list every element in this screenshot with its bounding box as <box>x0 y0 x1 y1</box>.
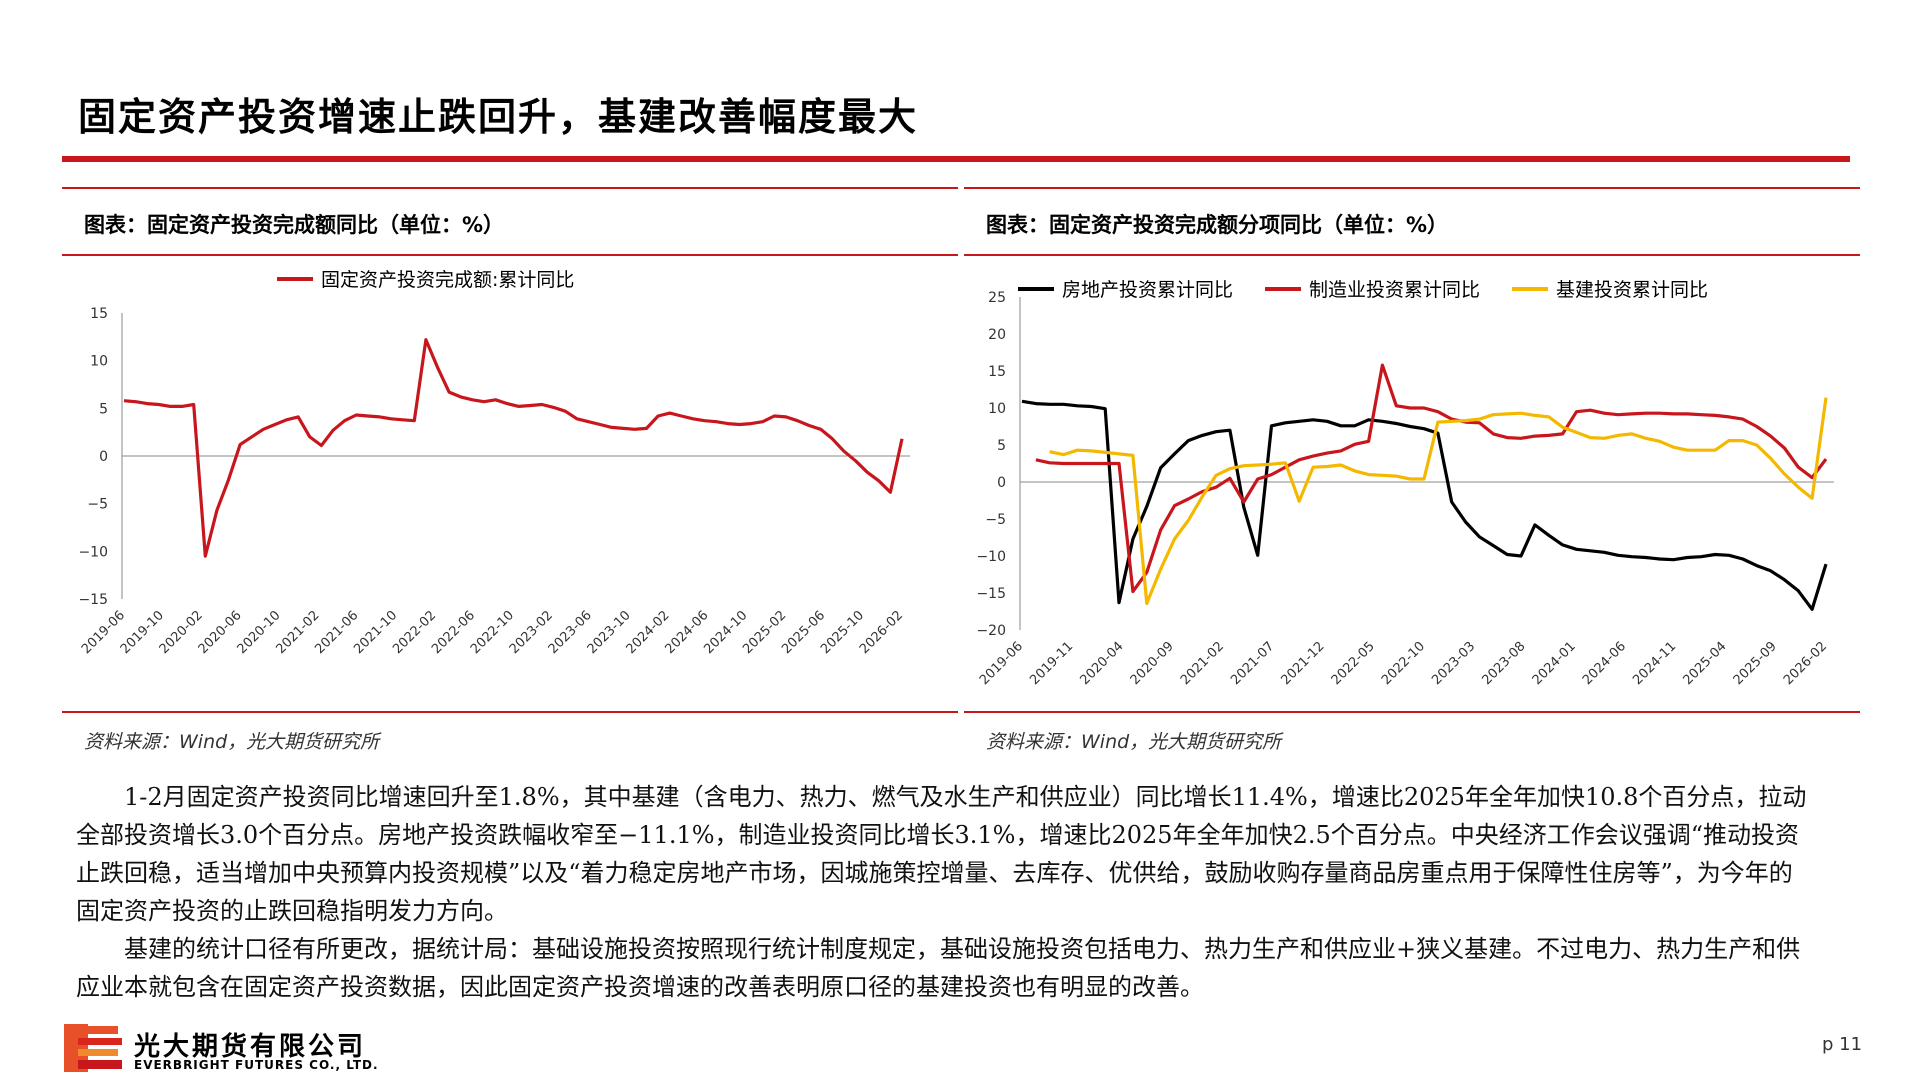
panel-divider-top <box>964 187 1860 189</box>
x-tick-label: 2021-12 <box>1278 639 1327 688</box>
legend-label: 基建投资累计同比 <box>1556 279 1708 301</box>
x-tick-label: 2019-11 <box>1027 639 1076 688</box>
y-tick-label: −5 <box>985 512 1006 528</box>
right-chart-title: 图表：固定资产投资完成额分项同比（单位：%） <box>986 213 1449 237</box>
body-paragraph-1: 1-2月固定资产投资同比增速回升至1.8%，其中基建（含电力、热力、燃气及水生产… <box>76 783 1807 925</box>
legend-label: 制造业投资累计同比 <box>1309 279 1480 301</box>
x-tick-label: 2025-09 <box>1731 639 1780 688</box>
x-tick-label: 2026-02 <box>1781 639 1830 688</box>
panel-divider-mid <box>62 254 958 256</box>
x-tick-label: 2021-02 <box>1178 639 1227 688</box>
company-name-cn: 光大期货有限公司 <box>134 1032 367 1062</box>
y-tick-label: −10 <box>976 549 1006 565</box>
y-tick-label: 0 <box>99 449 108 465</box>
x-tick-label: 2024-01 <box>1530 639 1579 688</box>
y-tick-label: 5 <box>997 438 1006 454</box>
y-tick-label: 15 <box>90 306 108 322</box>
x-tick-label: 2021-07 <box>1228 639 1277 688</box>
y-tick-label: 20 <box>988 327 1006 343</box>
legend-label: 固定资产投资完成额:累计同比 <box>321 269 574 291</box>
x-tick-label: 2020-04 <box>1077 639 1126 688</box>
legend-label: 房地产投资累计同比 <box>1062 279 1233 301</box>
left-chart-title: 图表：固定资产投资完成额同比（单位：%） <box>84 213 505 237</box>
x-tick-label: 2024-11 <box>1630 639 1679 688</box>
y-tick-label: −10 <box>78 544 108 560</box>
x-tick-label: 2020-09 <box>1128 639 1177 688</box>
y-tick-label: 25 <box>988 290 1006 306</box>
y-tick-label: −15 <box>976 586 1006 602</box>
left-chart-panel: 图表：固定资产投资完成额同比（单位：%） 15 10 5 0 −5 −10 −15 2019-… <box>62 187 958 761</box>
x-tick-label: 2022-10 <box>1379 639 1428 688</box>
y-tick-label: 0 <box>997 475 1006 491</box>
panel-divider-top <box>62 187 958 189</box>
x-tick-label: 2026-02 <box>857 608 906 657</box>
x-tick-label: 2019-06 <box>977 639 1026 688</box>
everbright-logo-icon <box>64 1024 122 1072</box>
y-tick-label: 15 <box>988 364 1006 380</box>
body-text: 1-2月固定资产投资同比增速回升至1.8%，其中基建（含电力、热力、燃气及水生产… <box>76 778 1816 1006</box>
series-line <box>1021 399 1828 611</box>
panel-divider-bottom <box>964 711 1860 713</box>
series-line <box>123 338 904 558</box>
series-line <box>1035 363 1828 594</box>
title-divider <box>62 156 1850 162</box>
left-chart-source: 资料来源：Wind，光大期货研究所 <box>84 731 380 753</box>
y-tick-label: 10 <box>988 401 1006 417</box>
x-tick-label: 2023-08 <box>1479 639 1528 688</box>
series-line <box>1049 397 1828 605</box>
panel-divider-bottom <box>62 711 958 713</box>
company-name-en: EVERBRIGHT FUTURES CO., LTD. <box>134 1058 379 1072</box>
x-tick-label: 2025-04 <box>1680 639 1729 688</box>
y-tick-label: −5 <box>87 497 108 513</box>
x-tick-label: 2024-06 <box>1580 639 1629 688</box>
y-tick-label: 5 <box>99 401 108 417</box>
left-chart: 151050−5−10−152019-062019-102020-022020-… <box>78 269 910 657</box>
page-number: p 11 <box>1822 1034 1863 1055</box>
y-tick-label: 10 <box>90 354 108 370</box>
y-tick-label: −20 <box>976 623 1006 639</box>
body-paragraph-2: 基建的统计口径有所更改，据统计局：基础设施投资按照现行统计制度规定，基础设施投资… <box>76 935 1801 1001</box>
panel-divider-mid <box>964 254 1860 256</box>
page-title: 固定资产投资增速止跌回升，基建改善幅度最大 <box>78 95 919 139</box>
right-chart-source: 资料来源：Wind，光大期货研究所 <box>986 731 1282 753</box>
x-tick-label: 2023-03 <box>1429 639 1478 688</box>
x-tick-label: 2022-05 <box>1329 639 1378 688</box>
right-chart-panel: 图表：固定资产投资完成额分项同比（单位：%） 25 20 15 10 5 0 −5 −10 −1… <box>964 187 1860 761</box>
y-tick-label: −15 <box>78 592 108 608</box>
